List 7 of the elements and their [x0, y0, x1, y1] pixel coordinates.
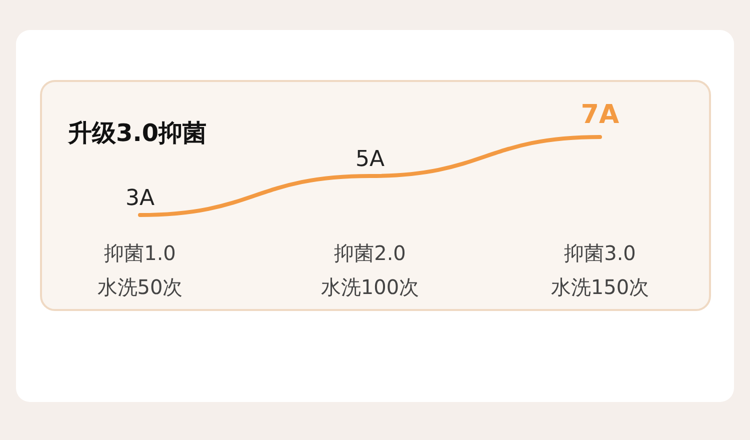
x-tick-label: 抑菌2.0 水洗100次 [320, 241, 420, 299]
data-label: 5A [355, 147, 385, 172]
x-tick-label: 抑菌3.0 水洗150次 [550, 241, 650, 299]
data-label: 7A [580, 100, 620, 130]
x-tick-label: 抑菌1.0 水洗50次 [97, 241, 183, 299]
chart-title: 升级3.0抑菌 [67, 119, 207, 147]
data-label: 3A [125, 186, 155, 211]
